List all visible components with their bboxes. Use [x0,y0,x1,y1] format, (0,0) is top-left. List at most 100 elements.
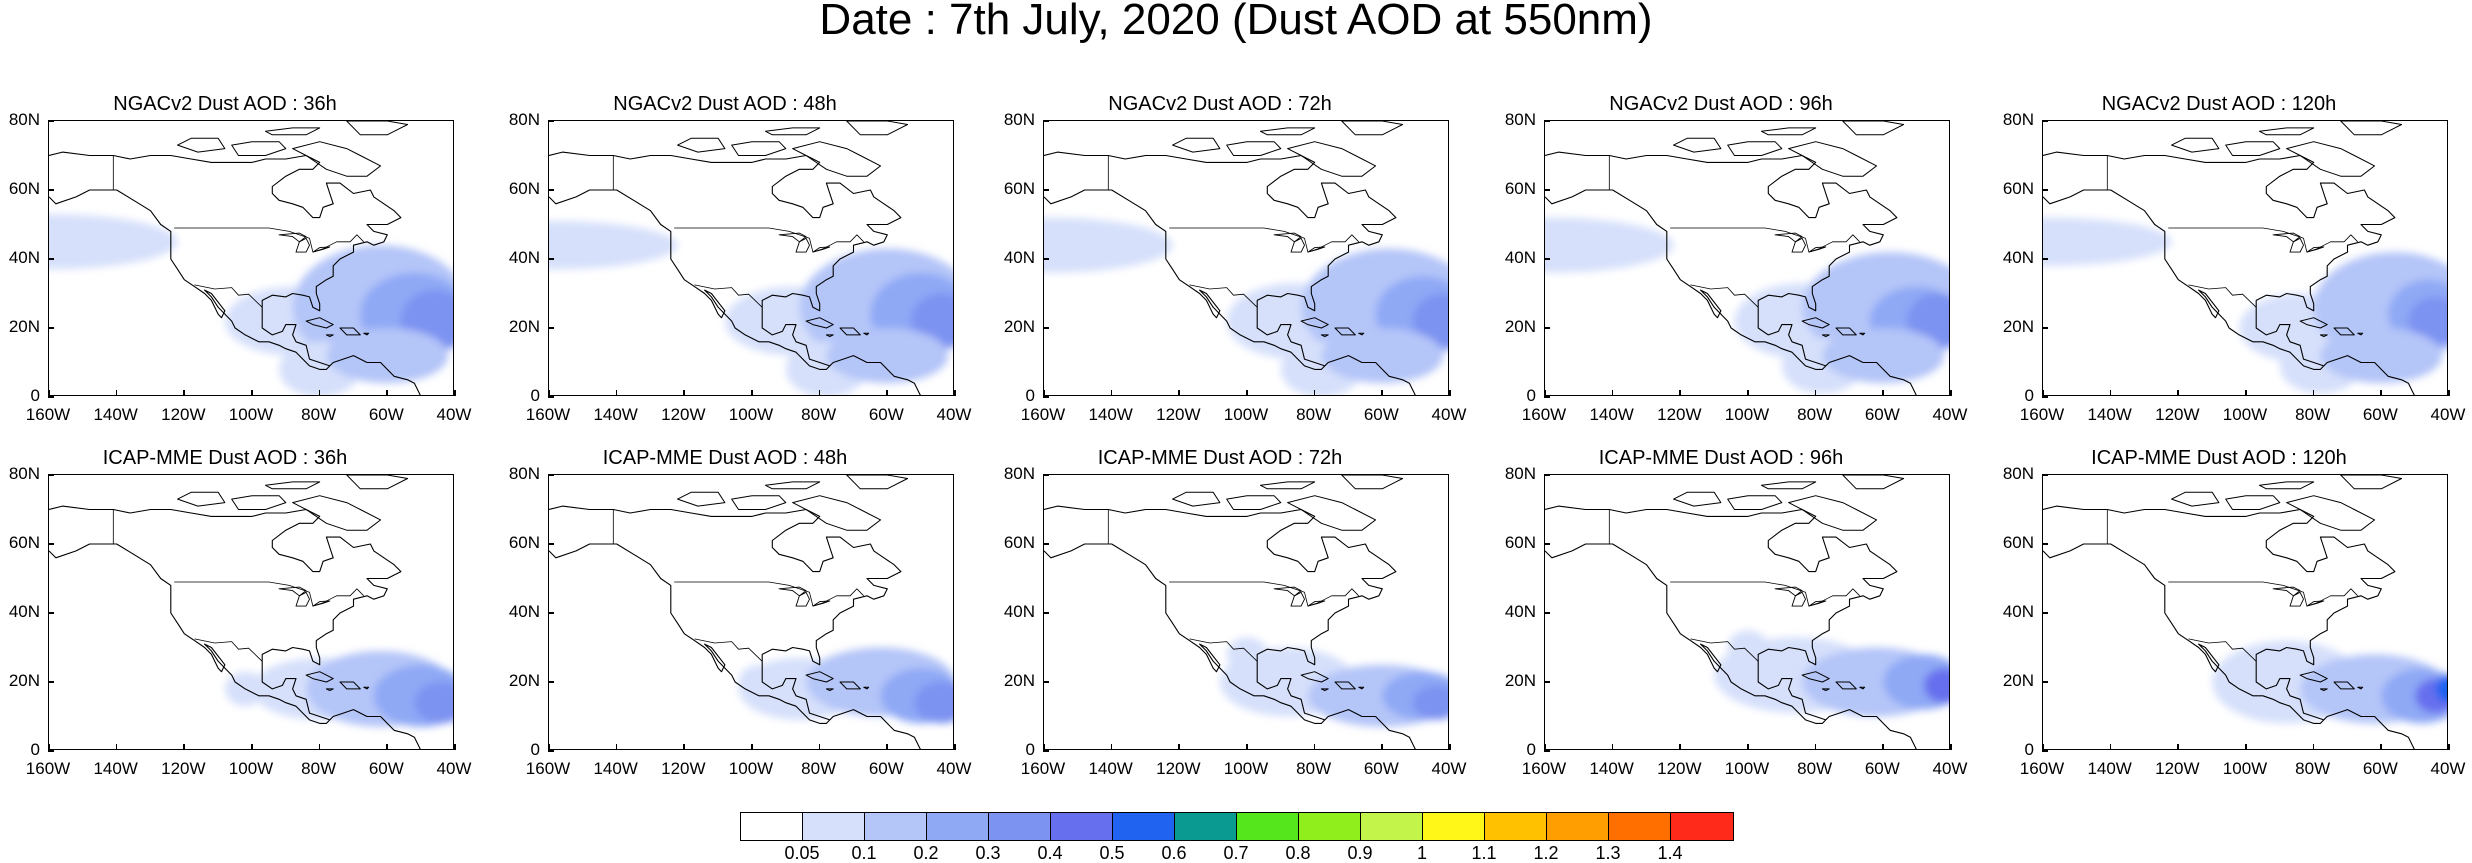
latitude-label: 20N [2002,671,2034,690]
longitude-label: 140W [1088,759,1133,778]
colorbar-label: 0.7 [1223,843,1249,863]
latitude-tick [1544,474,1550,476]
longitude-tick [1313,744,1316,750]
latitude-tick [548,396,554,398]
latitude-tick [48,258,54,260]
island-outline [1287,141,1377,177]
colorbar-swatch [1671,813,1733,840]
latitude-label: 80N [1003,110,1035,129]
dust-aod-region [1412,685,1448,720]
latitude-tick [1544,681,1550,683]
island-outline [346,121,409,136]
latitude-label: 20N [1504,317,1536,336]
longitude-label: 120W [1657,759,1702,778]
longitude-tick [318,744,321,750]
longitude-tick [2312,390,2315,396]
longitude-tick [1950,744,1952,750]
coastline [1545,543,1917,749]
panel-title: NGACv2 Dust AOD : 48h [613,93,837,115]
longitude-tick [2448,744,2450,750]
longitude-label: 60W [1363,759,1399,778]
latitude-tick [2042,681,2048,683]
longitude-tick [2380,744,2382,750]
longitude-tick [1679,390,1681,396]
coastline [1545,505,1898,721]
map-panel: NGACv2 Dust AOD : 36h 80N 60N 40N 20N 0 160W 14… [0,92,472,442]
island-outline [1673,137,1722,153]
lake-outline [1791,237,1806,253]
lake-outline [795,237,810,253]
latitude-tick [1043,189,1049,191]
island-outline [1260,127,1316,136]
longitude-label: 140W [2087,759,2132,778]
longitude-label: 60W [1363,405,1399,424]
coastline [49,189,421,395]
coastline [549,543,921,749]
colorbar-label: 0.5 [1099,843,1125,863]
longitude-label: 160W [25,405,71,424]
colorbar-label: 0.9 [1347,843,1373,863]
longitude-tick [1043,744,1045,750]
colorbar-swatch [1237,813,1299,840]
coastline [549,189,921,395]
colorbar-swatch [1113,813,1175,840]
island-outline [1320,334,1329,338]
island-outline [792,141,882,177]
longitude-label: 80W [2295,405,2331,424]
island-outline [825,334,834,338]
latitude-label: 20N [1003,317,1035,336]
latitude-tick [548,327,554,329]
island-outline [1727,141,1783,156]
colorbar-label: 1.4 [1657,843,1683,863]
latitude-label: 80N [508,464,540,483]
latitude-label: 80N [1504,464,1536,483]
longitude-label: 100W [2222,405,2268,424]
longitude-tick [1449,744,1451,750]
map-panel: NGACv2 Dust AOD : 72h 80N 60N 40N 20N 0 160W 14… [995,92,1467,442]
lake-outline [1290,237,1305,253]
latitude-label: 80N [8,464,40,483]
longitude-tick [183,744,185,750]
map-frame [1544,474,1950,750]
latitude-tick [1043,681,1049,683]
latitude-tick [48,396,54,398]
latitude-label: 0 [530,386,540,405]
dust-aod-region [1044,217,1173,273]
colorbar-label: 0.1 [851,843,877,863]
colorbar-swatch [1609,813,1671,840]
longitude-tick [251,390,253,396]
latitude-tick [548,543,554,545]
dust-aod-region [2043,217,2172,266]
dust-aod-region [549,221,678,270]
map-plot [1044,475,1448,749]
colorbar-label: 0.4 [1037,843,1063,863]
island-outline [677,491,726,507]
longitude-label: 80W [1296,405,1332,424]
latitude-tick [548,258,554,260]
latitude-tick [2042,258,2048,260]
map-panel: ICAP-MME Dust AOD : 96h 80N 60N 40N 20N 0 160W… [1496,446,1968,796]
island-outline [1358,686,1365,690]
longitude-label: 100W [728,759,774,778]
island-outline [1358,332,1365,336]
coastline [2043,189,2415,395]
island-outline [1788,495,1878,531]
latitude-tick [2042,327,2048,329]
island-outline [2171,491,2220,507]
latitude-tick [1043,474,1049,476]
island-outline [292,495,382,531]
longitude-label: 40W [436,759,472,778]
map-frame [1043,120,1449,396]
latitude-tick [1544,189,1550,191]
colorbar-swatch [803,813,865,840]
latitude-tick [48,474,54,476]
island-outline [231,495,287,510]
map-plot [1545,121,1949,395]
longitude-tick [2245,744,2247,750]
latitude-tick [1043,750,1049,752]
island-outline [1788,141,1878,177]
island-outline [1226,141,1282,156]
latitude-label: 80N [8,110,40,129]
colorbar-swatch [1423,813,1485,840]
island-outline [2299,317,2328,329]
